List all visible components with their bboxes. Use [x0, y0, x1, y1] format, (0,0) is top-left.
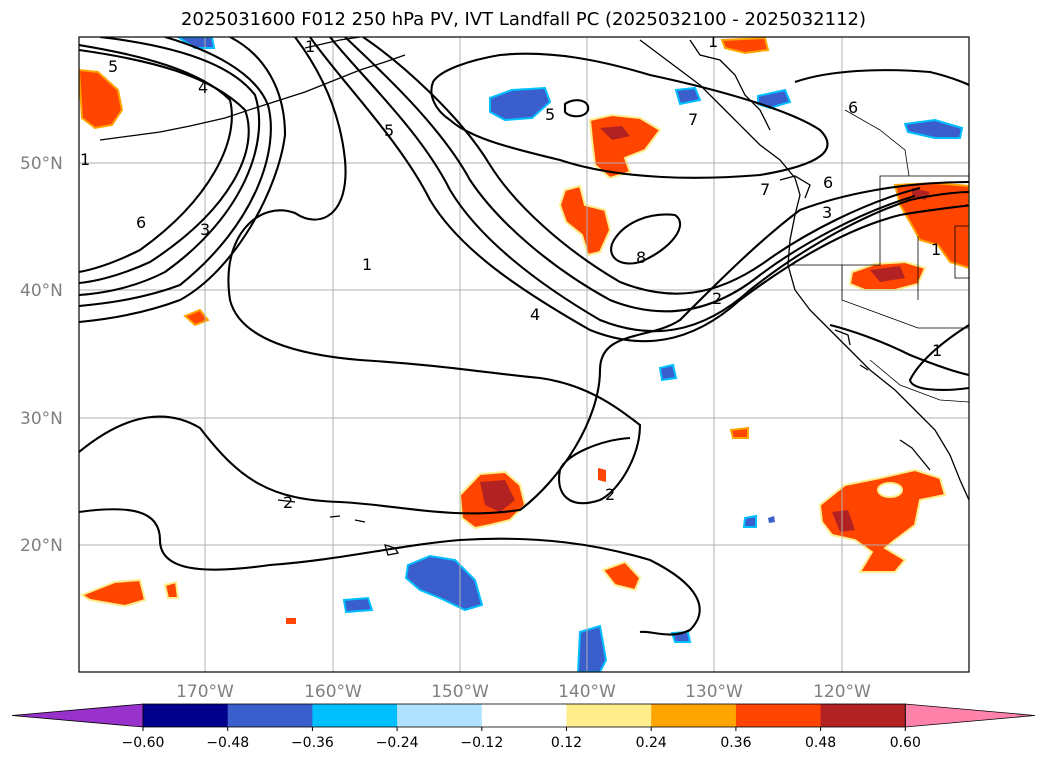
- contour-label: 4: [198, 78, 208, 97]
- ivt-strong-patch: [480, 480, 515, 512]
- ivt-anomaly-shading: [79, 37, 969, 672]
- contour-label: 6: [136, 213, 146, 232]
- colorbar-segment: [143, 704, 229, 727]
- ivt-positive-patch: [601, 560, 642, 592]
- colorbar-segment: [312, 704, 398, 727]
- colorbar-segment: [481, 704, 567, 727]
- colorbar-segment: [227, 704, 313, 727]
- lat-label-50n: 50°N: [20, 154, 63, 174]
- lon-label-120w: 120°W: [813, 682, 871, 702]
- ivt-negative-patch: [903, 118, 964, 139]
- ivt-negative-patch: [489, 86, 552, 122]
- colorbar-tick-label: 0.60: [890, 735, 921, 751]
- lon-label-160w: 160°W: [304, 682, 362, 702]
- colorbar: −0.60 −0.48 −0.36 −0.24 −0.12 0.12 0.24 0.36 0.4…: [11, 703, 1036, 751]
- colorbar-tick-label: 0.36: [720, 735, 751, 751]
- ivt-positive-patch: [720, 37, 770, 55]
- latitude-labels: 50°N 40°N 30°N 20°N: [20, 154, 63, 556]
- ivt-negative-patch: [404, 554, 484, 612]
- contour-label: 3: [822, 203, 832, 222]
- ivt-negative-patch: [742, 514, 757, 528]
- ivt-positive-patch: [558, 184, 612, 257]
- longitude-labels: 170°W 160°W 150°W 140°W 130°W 120°W: [176, 682, 871, 702]
- colorbar-tick-label: −0.24: [376, 735, 419, 751]
- lon-label-140w: 140°W: [558, 682, 616, 702]
- map-title: 2025031600 F012 250 hPa PV, IVT Landfall…: [180, 9, 867, 30]
- contour-label: 2: [283, 493, 293, 512]
- graticule: [79, 37, 969, 672]
- colorbar-outline: [142, 703, 906, 728]
- ivt-positive-patch: [286, 618, 296, 624]
- colorbar-tick-label: −0.48: [206, 735, 249, 751]
- pv-contour-labels: 5 4 1 6 3 1 5 5 7 6 3 7 8 4 2 2 1 1 6 2 …: [80, 32, 942, 512]
- contour-label: 1: [932, 341, 942, 360]
- contour-label: 7: [688, 110, 698, 129]
- colorbar-tick-label: −0.12: [460, 735, 503, 751]
- ivt-positive-patch: [163, 580, 180, 599]
- colorbar-segment: [820, 704, 906, 727]
- ivt-positive-patch: [729, 426, 749, 439]
- contour-label: 1: [305, 37, 315, 56]
- ivt-positive-patch: [818, 468, 947, 573]
- ivt-negative-patch: [768, 516, 775, 523]
- colorbar-tick-label: 0.12: [551, 735, 582, 751]
- colorbar-tick-label: −0.36: [291, 735, 334, 751]
- contour-label: 1: [362, 255, 372, 274]
- lon-label-170w: 170°W: [176, 682, 234, 702]
- contour-label: 1: [931, 240, 941, 259]
- contour-label: 2: [605, 485, 615, 504]
- contour-label: 5: [545, 105, 555, 124]
- colorbar-segment: [397, 704, 483, 727]
- contour-label: 1: [708, 32, 718, 51]
- colorbar-tick-label: 0.48: [805, 735, 836, 751]
- contour-label: 6: [823, 173, 833, 192]
- contour-label: 2: [712, 289, 722, 308]
- contour-label: 4: [530, 305, 540, 324]
- contour-label: 7: [760, 180, 770, 199]
- colorbar-extend-low: [11, 703, 144, 728]
- contour-label: 3: [200, 220, 210, 239]
- contour-label: 5: [384, 121, 394, 140]
- colorbar-extend-high: [904, 703, 1036, 728]
- colorbar-tick-label: −0.60: [122, 735, 165, 751]
- map-frame: [78, 36, 970, 673]
- contour-label: 8: [636, 248, 646, 267]
- lat-label-40n: 40°N: [20, 281, 63, 301]
- pv-contours: [79, 37, 969, 636]
- colorbar-segment: [651, 704, 737, 727]
- ivt-positive-patch: [183, 308, 210, 327]
- coastlines: [99, 37, 969, 556]
- ivt-negative-patch: [342, 596, 374, 614]
- ivt-strong-patch: [832, 510, 855, 532]
- map-panel: 5 4 1 6 3 1 5 5 7 6 3 7 8 4 2 2 1 1 6 2 …: [79, 32, 969, 672]
- ivt-negative-patch: [576, 624, 608, 672]
- ivt-positive-patch: [598, 468, 606, 482]
- contour-label: 5: [108, 57, 118, 76]
- lat-label-20n: 20°N: [20, 536, 63, 556]
- ivt-strong-patch: [600, 126, 630, 140]
- contour-label: 6: [848, 98, 858, 117]
- lon-label-150w: 150°W: [431, 682, 489, 702]
- contour-label: 1: [80, 150, 90, 169]
- ivt-strong-patch: [870, 266, 905, 282]
- colorbar-tick-label: 0.24: [636, 735, 667, 751]
- ivt-positive-patch: [79, 68, 124, 130]
- colorbar-segment: [735, 704, 822, 727]
- colorbar-segment: [566, 704, 652, 727]
- lon-label-130w: 130°W: [685, 682, 743, 702]
- ivt-negative-patch: [674, 86, 702, 106]
- state-borders: [790, 109, 969, 403]
- ivt-positive-patch: [79, 578, 147, 608]
- lat-label-30n: 30°N: [20, 409, 63, 429]
- ivt-negative-patch: [658, 363, 678, 382]
